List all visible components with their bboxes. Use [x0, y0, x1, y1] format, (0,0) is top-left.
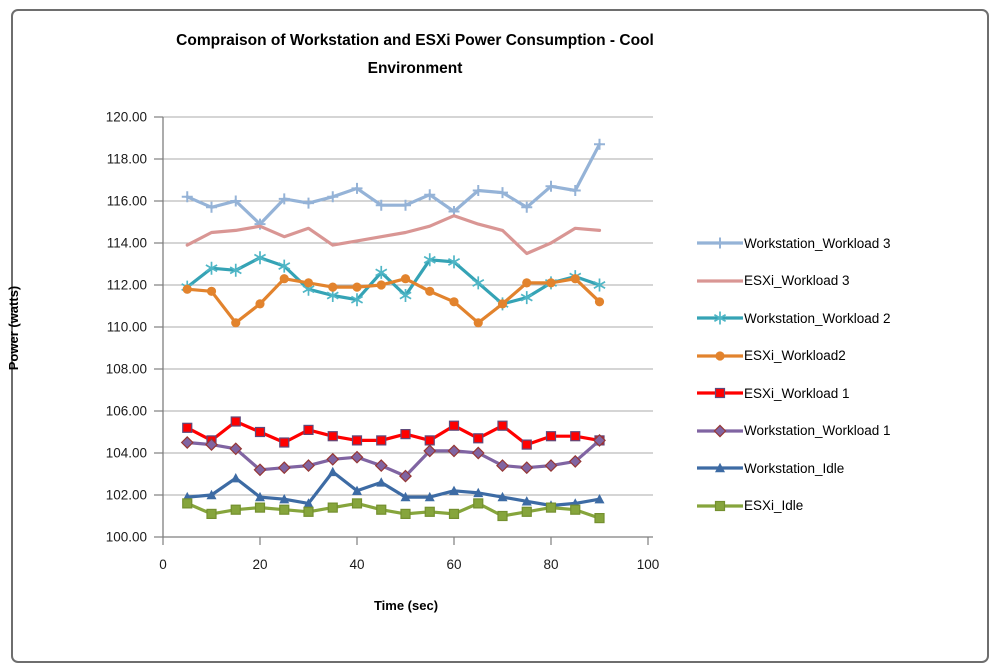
legend-item-esxi-workload2: ESXi_Workload2 [697, 346, 846, 366]
x-tick-label: 20 [252, 557, 267, 572]
y-tick-label: 108.00 [106, 362, 147, 377]
legend-key-esxi-workload-1 [697, 387, 743, 399]
y-tick-labels: 100.00 102.00 104.00 106.00 108.00 110.00 112.… [106, 110, 147, 545]
legend-label-esxi-workload-1: ESXi_Workload 1 [744, 385, 850, 401]
markers-workstation-workload-1 [180, 433, 606, 483]
series-esxi-idle [182, 498, 605, 524]
legend-label-workstation-workload-1: Workstation_Workload 1 [744, 423, 891, 438]
legend-item-workstation-workload-1: Workstation_Workload 1 [697, 421, 891, 441]
y-tick-label: 110.00 [107, 320, 147, 335]
y-tick-label: 100.00 [106, 530, 147, 545]
markers-workstation-workload-3 [181, 138, 605, 230]
legend-item-esxi-workload-3: ESXi_Workload 3 [697, 271, 850, 291]
legend-label-esxi-workload-3: ESXi_Workload 3 [744, 273, 850, 288]
legend-item-workstation-idle: Workstation_Idle [697, 458, 844, 478]
series-esxi-workload-3 [185, 214, 602, 256]
x-tick-label: 80 [543, 557, 558, 572]
markers-esxi-workload2 [182, 274, 605, 328]
legend-label-workstation-idle: Workstation_Idle [744, 460, 845, 476]
y-tick-label: 114.00 [107, 236, 147, 251]
legend-key-workstation-workload-3 [697, 237, 743, 249]
chart-title-line2: Environment [367, 60, 463, 77]
legend-item-esxi-idle: ESXi_Idle [697, 496, 803, 516]
legend-key-esxi-workload2 [697, 350, 743, 361]
legend-item-workstation-workload-3: Workstation_Workload 3 [697, 233, 891, 253]
axes [154, 116, 653, 545]
series-esxi-workload-1 [182, 416, 605, 450]
y-tick-label: 116.00 [107, 194, 147, 209]
chart-border [11, 9, 989, 663]
x-axis-title: Time (sec) [373, 598, 439, 613]
y-tick-label: 104.00 [106, 446, 147, 461]
series-workstation-workload-1 [180, 433, 606, 483]
x-tick-label: 60 [446, 557, 461, 572]
series-workstation-idle [182, 466, 605, 510]
legend-label-workstation-workload-3: Workstation_Workload 3 [744, 235, 891, 251]
legend-key-workstation-workload-1 [697, 424, 743, 437]
x-tick-label: 40 [349, 557, 364, 572]
chart-title: Compraison of Workstation and ESXi Power… [60, 27, 770, 83]
x-tick-label: 100 [637, 557, 660, 572]
markers-esxi-workload-1 [182, 416, 605, 450]
legend-key-esxi-idle [697, 500, 743, 511]
x-tick-label: 0 [159, 557, 167, 572]
y-tick-label: 120.00 [106, 110, 147, 125]
x-tick-labels: 0 20 40 60 80 100 [159, 557, 659, 572]
legend-label-workstation-workload-2: Workstation_Workload 2 [744, 310, 891, 326]
markers-esxi-idle [182, 498, 605, 524]
y-tick-label: 102.00 [106, 488, 147, 503]
chart-title-line1: Compraison of Workstation and ESXi Power… [176, 32, 654, 49]
gridlines [163, 116, 653, 496]
legend-key-workstation-idle [697, 462, 743, 473]
legend-key-workstation-workload-2 [697, 311, 743, 325]
y-tick-label: 112.00 [107, 278, 147, 293]
y-tick-label: 118.00 [107, 152, 147, 167]
series-workstation-workload-3 [181, 138, 605, 230]
legend-item-esxi-workload-1: ESXi_Workload 1 [697, 383, 850, 403]
legend-item-workstation-workload-2: Workstation_Workload 2 [697, 308, 891, 328]
legend-key-esxi-workload-3 [697, 278, 743, 283]
series-esxi-workload2 [182, 274, 605, 328]
legend-label-esxi-idle: ESXi_Idle [744, 498, 804, 513]
legend-label-esxi-workload2: ESXi_Workload2 [744, 348, 846, 363]
y-tick-label: 106.00 [106, 404, 147, 419]
